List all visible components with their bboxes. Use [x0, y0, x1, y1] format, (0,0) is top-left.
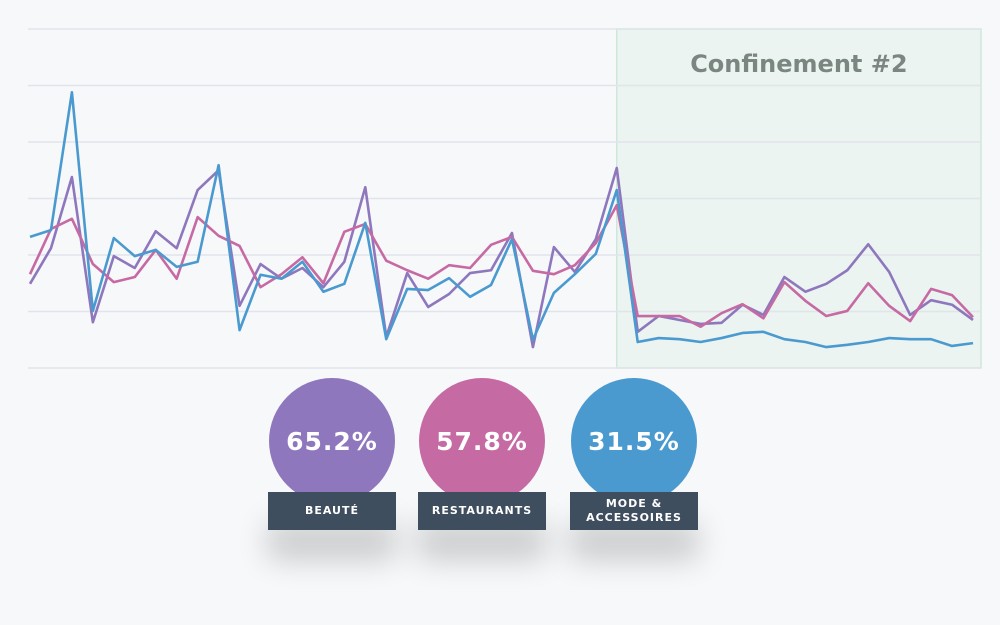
badge-value: 31.5%: [588, 426, 680, 456]
badge-circle: 57.8%: [419, 378, 545, 504]
badge-circle: 31.5%: [571, 378, 697, 504]
badge-circle: 65.2%: [269, 378, 395, 504]
badge: 31.5% MODE & ACCESSOIRES: [570, 378, 698, 530]
legend-label: RESTAURANTS: [418, 492, 546, 530]
badge: 65.2% BEAUTÉ: [268, 378, 396, 530]
badge-value: 65.2%: [286, 426, 378, 456]
series-line: [28, 166, 974, 349]
series-line: [28, 203, 974, 329]
legend-label: MODE & ACCESSOIRES: [570, 492, 698, 530]
badge: 57.8% RESTAURANTS: [418, 378, 546, 530]
series-line: [29, 90, 974, 349]
badge-value: 57.8%: [436, 426, 528, 456]
annotation: Confinement #2: [690, 50, 907, 78]
legend-label: BEAUTÉ: [268, 492, 396, 530]
